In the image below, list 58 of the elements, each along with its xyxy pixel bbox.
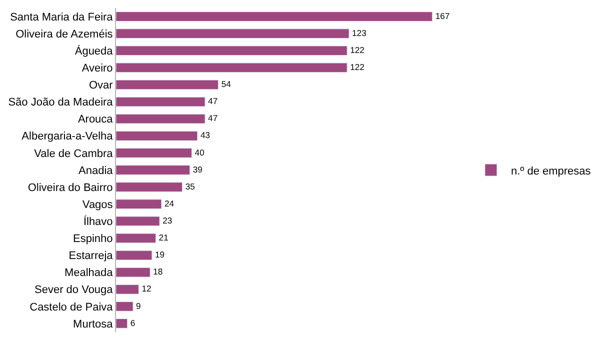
bar bbox=[116, 284, 139, 294]
bar bbox=[116, 114, 206, 124]
y-tick-label: Vagos bbox=[82, 198, 114, 211]
y-tick-label: Santa Maria da Feira bbox=[10, 11, 114, 24]
bar bbox=[116, 267, 150, 278]
data-label: 6 bbox=[130, 318, 136, 328]
data-label: 122 bbox=[350, 44, 365, 55]
y-tick-label: Anadia bbox=[78, 164, 114, 177]
bar bbox=[116, 96, 206, 107]
bar bbox=[116, 148, 192, 158]
y-tick-label: Arouca bbox=[78, 114, 114, 126]
legend-label: n.º de empresas bbox=[510, 165, 592, 178]
data-label: 123 bbox=[352, 28, 367, 38]
data-label: 47 bbox=[208, 113, 218, 124]
bar bbox=[116, 182, 183, 192]
bar bbox=[116, 62, 348, 73]
bar bbox=[116, 165, 190, 175]
data-label: 43 bbox=[200, 130, 210, 140]
bar bbox=[116, 12, 433, 22]
bar bbox=[116, 318, 128, 328]
y-tick-label: Albergaria-a-Velha bbox=[22, 130, 114, 143]
data-label: 39 bbox=[192, 164, 203, 174]
y-tick-label: Vale de Cambra bbox=[34, 148, 114, 160]
data-label: 19 bbox=[155, 250, 165, 260]
data-label: 167 bbox=[435, 10, 450, 21]
data-label: 12 bbox=[142, 284, 152, 294]
y-tick-label: Mealhada bbox=[64, 267, 114, 280]
y-tick-label: Ílhavo bbox=[83, 215, 113, 228]
bar bbox=[116, 80, 219, 90]
y-tick-label: Águeda bbox=[74, 44, 114, 58]
y-tick-label: Sever do Vouga bbox=[34, 284, 114, 296]
bar bbox=[116, 28, 350, 39]
data-label: 35 bbox=[185, 181, 196, 192]
y-tick-label: Murtosa bbox=[73, 318, 114, 330]
y-tick-label: Oliveira de Azeméis bbox=[16, 28, 114, 40]
data-label: 47 bbox=[208, 96, 218, 106]
y-tick-label: Estarreja bbox=[68, 250, 114, 262]
y-tick-label: São João da Madeira bbox=[8, 96, 114, 109]
data-label: 18 bbox=[153, 266, 163, 277]
y-tick-label: Ovar bbox=[88, 80, 114, 92]
data-label: 54 bbox=[221, 79, 232, 90]
bar bbox=[116, 233, 156, 244]
data-label: 23 bbox=[162, 216, 172, 226]
y-tick-label: Espinho bbox=[73, 233, 113, 246]
bar bbox=[116, 216, 160, 226]
bar bbox=[116, 130, 198, 141]
data-label: 24 bbox=[164, 198, 174, 208]
bar bbox=[116, 46, 348, 56]
data-label: 122 bbox=[350, 62, 365, 72]
data-label: 9 bbox=[136, 300, 142, 311]
data-label: 40 bbox=[194, 147, 205, 158]
bar bbox=[116, 199, 162, 210]
y-tick-label: Oliveira do Bairro bbox=[28, 182, 113, 194]
y-tick-label: Aveiro bbox=[82, 62, 113, 75]
bar bbox=[116, 250, 152, 260]
y-tick-label: Castelo de Paiva bbox=[30, 301, 114, 314]
data-label: 21 bbox=[158, 232, 169, 243]
bar bbox=[116, 301, 134, 312]
